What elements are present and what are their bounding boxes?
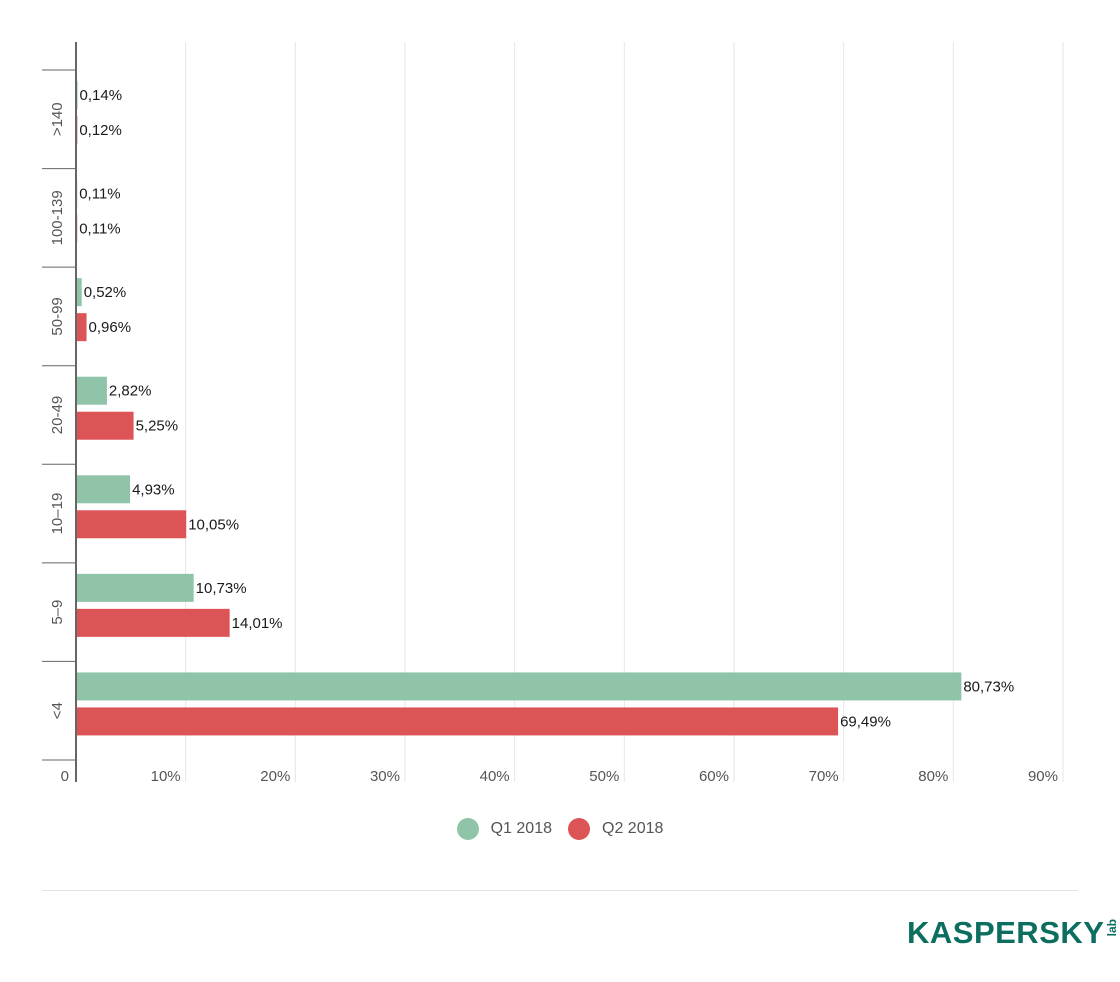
data-label: 2,82% <box>109 383 152 400</box>
data-label: 4,93% <box>132 481 175 498</box>
bars: 0,14% 0,12% 0,11% 0,11% 0,52% 0,96% 2,82% 5,25%… <box>76 81 1014 736</box>
bar-q1[interactable] <box>76 672 962 701</box>
x-tick-label: 0 <box>61 768 69 785</box>
gridlines <box>185 42 1064 782</box>
category-label: 50-99 <box>49 297 66 335</box>
x-tick-label: 40% <box>480 768 510 785</box>
axes: 0 10% 20% 30% 40% 50% 60% 70% 80% 90% >140 100-139 5… <box>42 42 1058 785</box>
data-label: 10,05% <box>188 516 239 533</box>
data-label: 0,11% <box>79 221 120 238</box>
x-tick-label: 50% <box>589 768 619 785</box>
data-label: 10,73% <box>196 580 247 597</box>
kaspersky-logo: KASPERSKY lab <box>907 915 1120 955</box>
legend-swatch-q1 <box>456 818 479 840</box>
bar-q1[interactable] <box>76 278 82 307</box>
category-label: >140 <box>49 102 66 136</box>
legend-label-q1: Q1 2018 <box>490 820 552 837</box>
x-tick-label: 70% <box>809 768 839 785</box>
footer-divider <box>42 890 1078 891</box>
category-label: 100-139 <box>49 190 66 245</box>
bar-q2[interactable] <box>76 313 87 342</box>
logo-sub: lab <box>1105 919 1120 937</box>
x-tick-label: 10% <box>151 768 181 785</box>
legend-swatch-q2 <box>568 818 590 840</box>
x-tick-label: 60% <box>699 768 729 785</box>
data-label: 0,52% <box>84 284 127 301</box>
data-label: 0,96% <box>89 319 132 336</box>
bar-q2[interactable] <box>76 707 839 736</box>
data-label: 0,11% <box>79 186 120 203</box>
x-tick-label: 30% <box>370 768 400 785</box>
x-tick-label: 80% <box>918 768 948 785</box>
legend-label-q2: Q2 2018 <box>602 820 664 837</box>
bar-q1[interactable] <box>76 376 107 405</box>
bar-q1[interactable] <box>76 573 194 602</box>
bar-q2[interactable] <box>76 510 187 539</box>
bar-q2[interactable] <box>76 608 230 637</box>
data-label: 0,14% <box>80 87 123 104</box>
legend: Q1 2018 Q2 2018 <box>0 818 1120 840</box>
logo-wordmark: KASPERSKY <box>907 915 1105 950</box>
bar-q2[interactable] <box>76 411 134 440</box>
category-label: 20-49 <box>49 396 66 434</box>
category-label: 10–19 <box>49 493 66 535</box>
data-label: 0,12% <box>79 122 122 139</box>
bar-chart: 0,14% 0,12% 0,11% 0,11% 0,52% 0,96% 2,82% 5,25%… <box>42 42 1064 785</box>
x-tick-label: 90% <box>1028 768 1058 785</box>
data-label: 69,49% <box>840 713 891 730</box>
data-label: 80,73% <box>963 678 1014 695</box>
x-tick-label: 20% <box>260 768 290 785</box>
category-label: 5–9 <box>49 600 66 625</box>
bar-q1[interactable] <box>76 475 131 504</box>
legend-item-q1[interactable]: Q1 2018 <box>456 818 552 840</box>
data-label: 14,01% <box>232 615 283 632</box>
category-label: <4 <box>49 702 66 719</box>
legend-item-q2[interactable]: Q2 2018 <box>568 818 663 840</box>
data-label: 5,25% <box>136 418 179 435</box>
